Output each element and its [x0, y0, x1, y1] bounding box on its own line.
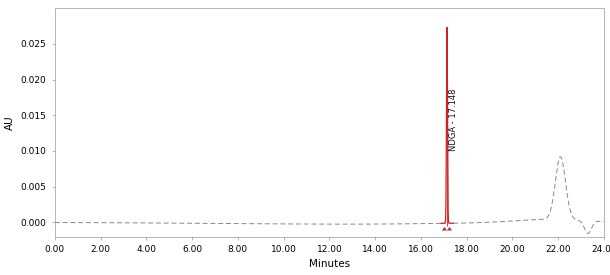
- X-axis label: Minutes: Minutes: [309, 259, 350, 270]
- Y-axis label: AU: AU: [5, 115, 15, 130]
- Text: NDGA - 17.148: NDGA - 17.148: [449, 89, 458, 152]
